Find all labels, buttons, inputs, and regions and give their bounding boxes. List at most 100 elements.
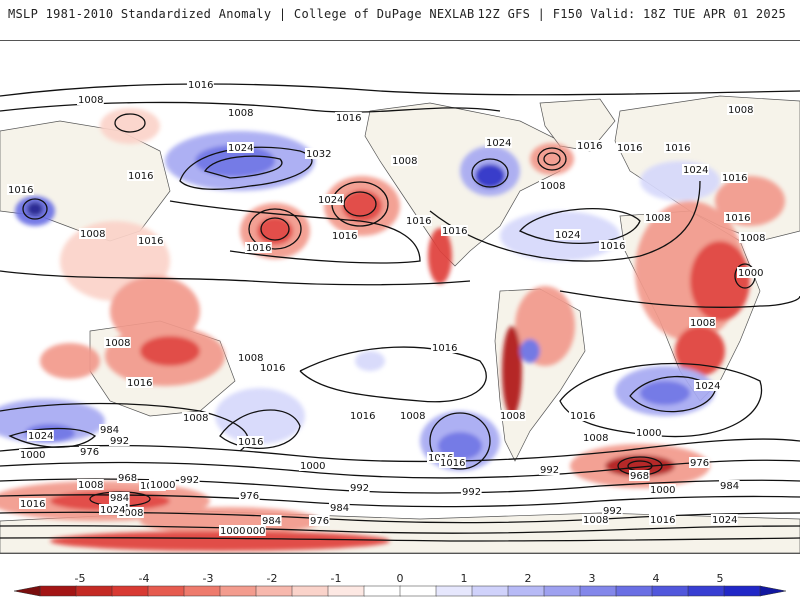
pos-anomaly-argentina bbox=[520, 339, 540, 363]
map-panel[interactable]: 1016 1008 1008 1016 1016 1016 1008 1016 1008 1016… bbox=[0, 40, 800, 554]
isobar-label-text: 1000 bbox=[220, 526, 245, 537]
isobar-label-text: 968 bbox=[118, 473, 137, 484]
isobar-label-halo bbox=[117, 507, 144, 518]
isobar-1016-midpac bbox=[169, 200, 421, 264]
isobar-label: 1008 bbox=[644, 212, 671, 224]
isobar-label-halo bbox=[19, 498, 46, 509]
isobar-label-halo bbox=[227, 107, 254, 118]
isobar-label-text: 1008 bbox=[500, 411, 525, 422]
isobar-label-text: 1024 bbox=[695, 381, 720, 392]
isobar-label-text: 1016 bbox=[138, 236, 163, 247]
isobar-label: 1000 bbox=[19, 449, 46, 461]
isobar-label: 1024 bbox=[227, 142, 254, 154]
isobar-label-halo bbox=[689, 457, 710, 468]
isobar-label-halo bbox=[461, 486, 482, 497]
pos-anomaly-south-atlantic-core bbox=[640, 381, 690, 405]
colorbar-cell bbox=[219, 585, 257, 597]
isobar-label-text: 1016 bbox=[128, 171, 153, 182]
isobar-label-text: 1016 bbox=[432, 343, 457, 354]
isobar-label-halo bbox=[99, 504, 126, 515]
anomaly-shading-layer bbox=[0, 108, 785, 551]
isobar-label-text: 968 bbox=[630, 471, 649, 482]
isobar-label-halo bbox=[431, 342, 458, 353]
isobar-label: 1016 bbox=[405, 215, 432, 227]
isobar-1016-south-atlantic bbox=[559, 362, 763, 438]
isobar-label-text: 1008 bbox=[80, 229, 105, 240]
isobar-label: 968 bbox=[117, 472, 138, 484]
isobar-label-text: 1000 bbox=[240, 526, 265, 537]
isobar-siberia-low bbox=[114, 113, 146, 133]
isobar-label-halo bbox=[109, 435, 130, 446]
isobar-label-text: 1016 bbox=[725, 213, 750, 224]
isobar-label-halo bbox=[602, 505, 623, 516]
isobar-1016-north bbox=[0, 83, 800, 97]
isobar-label-halo bbox=[245, 242, 272, 253]
isobar-label-text: 1024 bbox=[555, 230, 580, 241]
isobar-label-text: 1024 bbox=[228, 143, 253, 154]
isobar-1016-atlantic bbox=[429, 180, 701, 262]
isobar-label-text: 1016 bbox=[406, 216, 431, 227]
neg-anomaly-africa-core bbox=[690, 241, 750, 321]
isobar-label-text: 1016 bbox=[127, 378, 152, 389]
isobar-label: 1008 bbox=[499, 410, 526, 422]
isobar-label-halo bbox=[329, 502, 350, 513]
isobar-label: 1016 bbox=[439, 457, 466, 469]
isobar-label-halo bbox=[711, 514, 738, 525]
isobar-label-text: 1024 bbox=[318, 195, 343, 206]
isobar-label: 1000 bbox=[649, 484, 676, 496]
isobar-label-halo bbox=[682, 164, 709, 175]
isobar-label: 1008 bbox=[237, 352, 264, 364]
isobar-label: 1016 bbox=[349, 410, 376, 422]
isobar-1024-tasman bbox=[219, 409, 301, 449]
colorbar-cell bbox=[687, 585, 725, 597]
isobar-label: 992 bbox=[539, 464, 560, 476]
isobar-label-text: 1016 bbox=[442, 226, 467, 237]
isobar-label-halo bbox=[391, 155, 418, 166]
isobar-label-text: 976 bbox=[690, 458, 709, 469]
isobar-label-halo bbox=[117, 472, 138, 483]
isobar-label: 984 bbox=[719, 480, 740, 492]
isobar-label-halo bbox=[137, 235, 164, 246]
colorbar-cell bbox=[471, 585, 509, 597]
isobar-label-text: 1024 bbox=[100, 505, 125, 516]
isobar-label-text: 1016 bbox=[246, 243, 271, 254]
colorbar-cell bbox=[327, 585, 365, 597]
isobar-label-halo bbox=[299, 460, 326, 471]
isobar-label: 1016 bbox=[259, 362, 286, 374]
header-bar: MSLP 1981-2010 Standardized Anomaly | Co… bbox=[0, 0, 800, 30]
isobar-label-text: 1008 bbox=[540, 181, 565, 192]
isobar-label-text: 992 bbox=[462, 487, 481, 498]
isobar-label-halo bbox=[335, 112, 362, 123]
isobar-label: 1000 bbox=[219, 525, 246, 537]
isobar-label: 1008 bbox=[104, 337, 131, 349]
isobar-label: 1000 bbox=[737, 267, 764, 279]
isobar-label-text: 1008 bbox=[78, 480, 103, 491]
isobar-label-text: 1008 bbox=[690, 318, 715, 329]
isobar-label-text: 1000 bbox=[636, 428, 661, 439]
pos-anomaly-canada-high-core bbox=[475, 164, 505, 188]
isobar-label: 976 bbox=[239, 490, 260, 502]
colorbar-cell bbox=[615, 585, 653, 597]
isobar-label: 1016 bbox=[721, 172, 748, 184]
isobar-label: 1008 bbox=[539, 180, 566, 192]
neg-anomaly-siberia bbox=[100, 108, 160, 144]
isobar-label: 976 bbox=[309, 515, 330, 527]
isobar-asia-high bbox=[22, 198, 48, 220]
isobar-label: 1000 bbox=[299, 460, 326, 472]
isobar-label-text: 984 bbox=[262, 516, 281, 527]
isobar-label-halo bbox=[77, 479, 104, 490]
colorbar-left-arrow bbox=[13, 585, 41, 597]
isobar-label-halo bbox=[644, 212, 671, 223]
colorbar-cell bbox=[39, 585, 77, 597]
isobar-label: 1016 bbox=[137, 235, 164, 247]
isobar-label: 984 bbox=[99, 424, 120, 436]
isobar-label: 1024 bbox=[317, 194, 344, 206]
isobar-label-halo bbox=[719, 480, 740, 491]
isobar-label-halo bbox=[554, 229, 581, 240]
isobar-label: 1016 bbox=[664, 142, 691, 154]
isobar-1024-atlantic bbox=[518, 208, 641, 244]
isobar-label: 1024 bbox=[682, 164, 709, 176]
isobar-label-halo bbox=[721, 172, 748, 183]
isobar-label: 1008 bbox=[399, 410, 426, 422]
isobar-label-text: 1024 bbox=[28, 431, 53, 442]
